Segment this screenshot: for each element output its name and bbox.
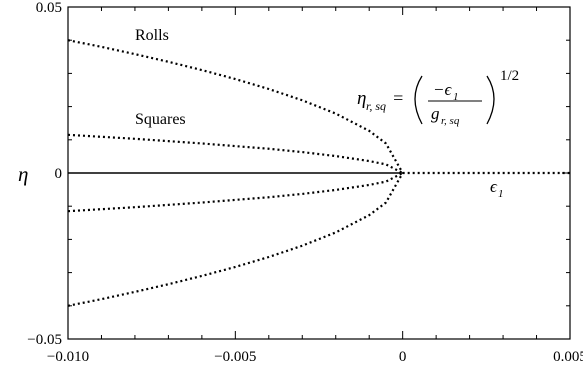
epsilon-symbol: ϵ <box>490 177 498 196</box>
formula-eta-subscript: r, sq <box>366 99 386 113</box>
formula-denominator-subscript: r, sq <box>441 115 460 127</box>
formula-eta: η <box>357 88 366 109</box>
y-tick-label: 0 <box>55 166 63 182</box>
formula-numerator: −ϵ <box>433 80 452 99</box>
y-tick-label: 0.05 <box>36 0 62 16</box>
epsilon-subscript: 1 <box>498 188 504 200</box>
y-tick-label: −0.05 <box>27 332 62 348</box>
formula-annotation: η r, sq = −ϵ 1 g r, sq 1/2 <box>357 68 519 127</box>
formula-exponent: 1/2 <box>500 68 519 84</box>
x-tick-label: 0.005 <box>553 349 583 365</box>
series-line-1 <box>67 172 404 307</box>
series-line-2 <box>67 133 404 174</box>
formula-numerator-subscript: 1 <box>453 91 459 103</box>
formula-denominator: g <box>431 104 440 123</box>
series-line-0 <box>67 39 404 174</box>
x-tick-label: −0.010 <box>47 349 89 365</box>
plot-frame <box>67 6 571 340</box>
formula-equals: = <box>392 88 404 108</box>
squares-label: Squares <box>135 111 186 128</box>
x-tick-label: −0.005 <box>214 349 256 365</box>
rolls-label: Rolls <box>135 27 169 44</box>
formula-left-paren <box>414 75 423 125</box>
tick-labels: −0.010 −0.005 0 0.005 0.05 0 −0.05 <box>27 0 583 365</box>
x-axis-symbol: ϵ 1 <box>490 177 504 200</box>
series-line-3 <box>67 172 404 213</box>
y-axis-symbol: η <box>18 162 28 186</box>
formula-right-paren <box>486 75 495 125</box>
series-layer <box>67 39 570 307</box>
x-tick-label: 0 <box>399 349 407 365</box>
